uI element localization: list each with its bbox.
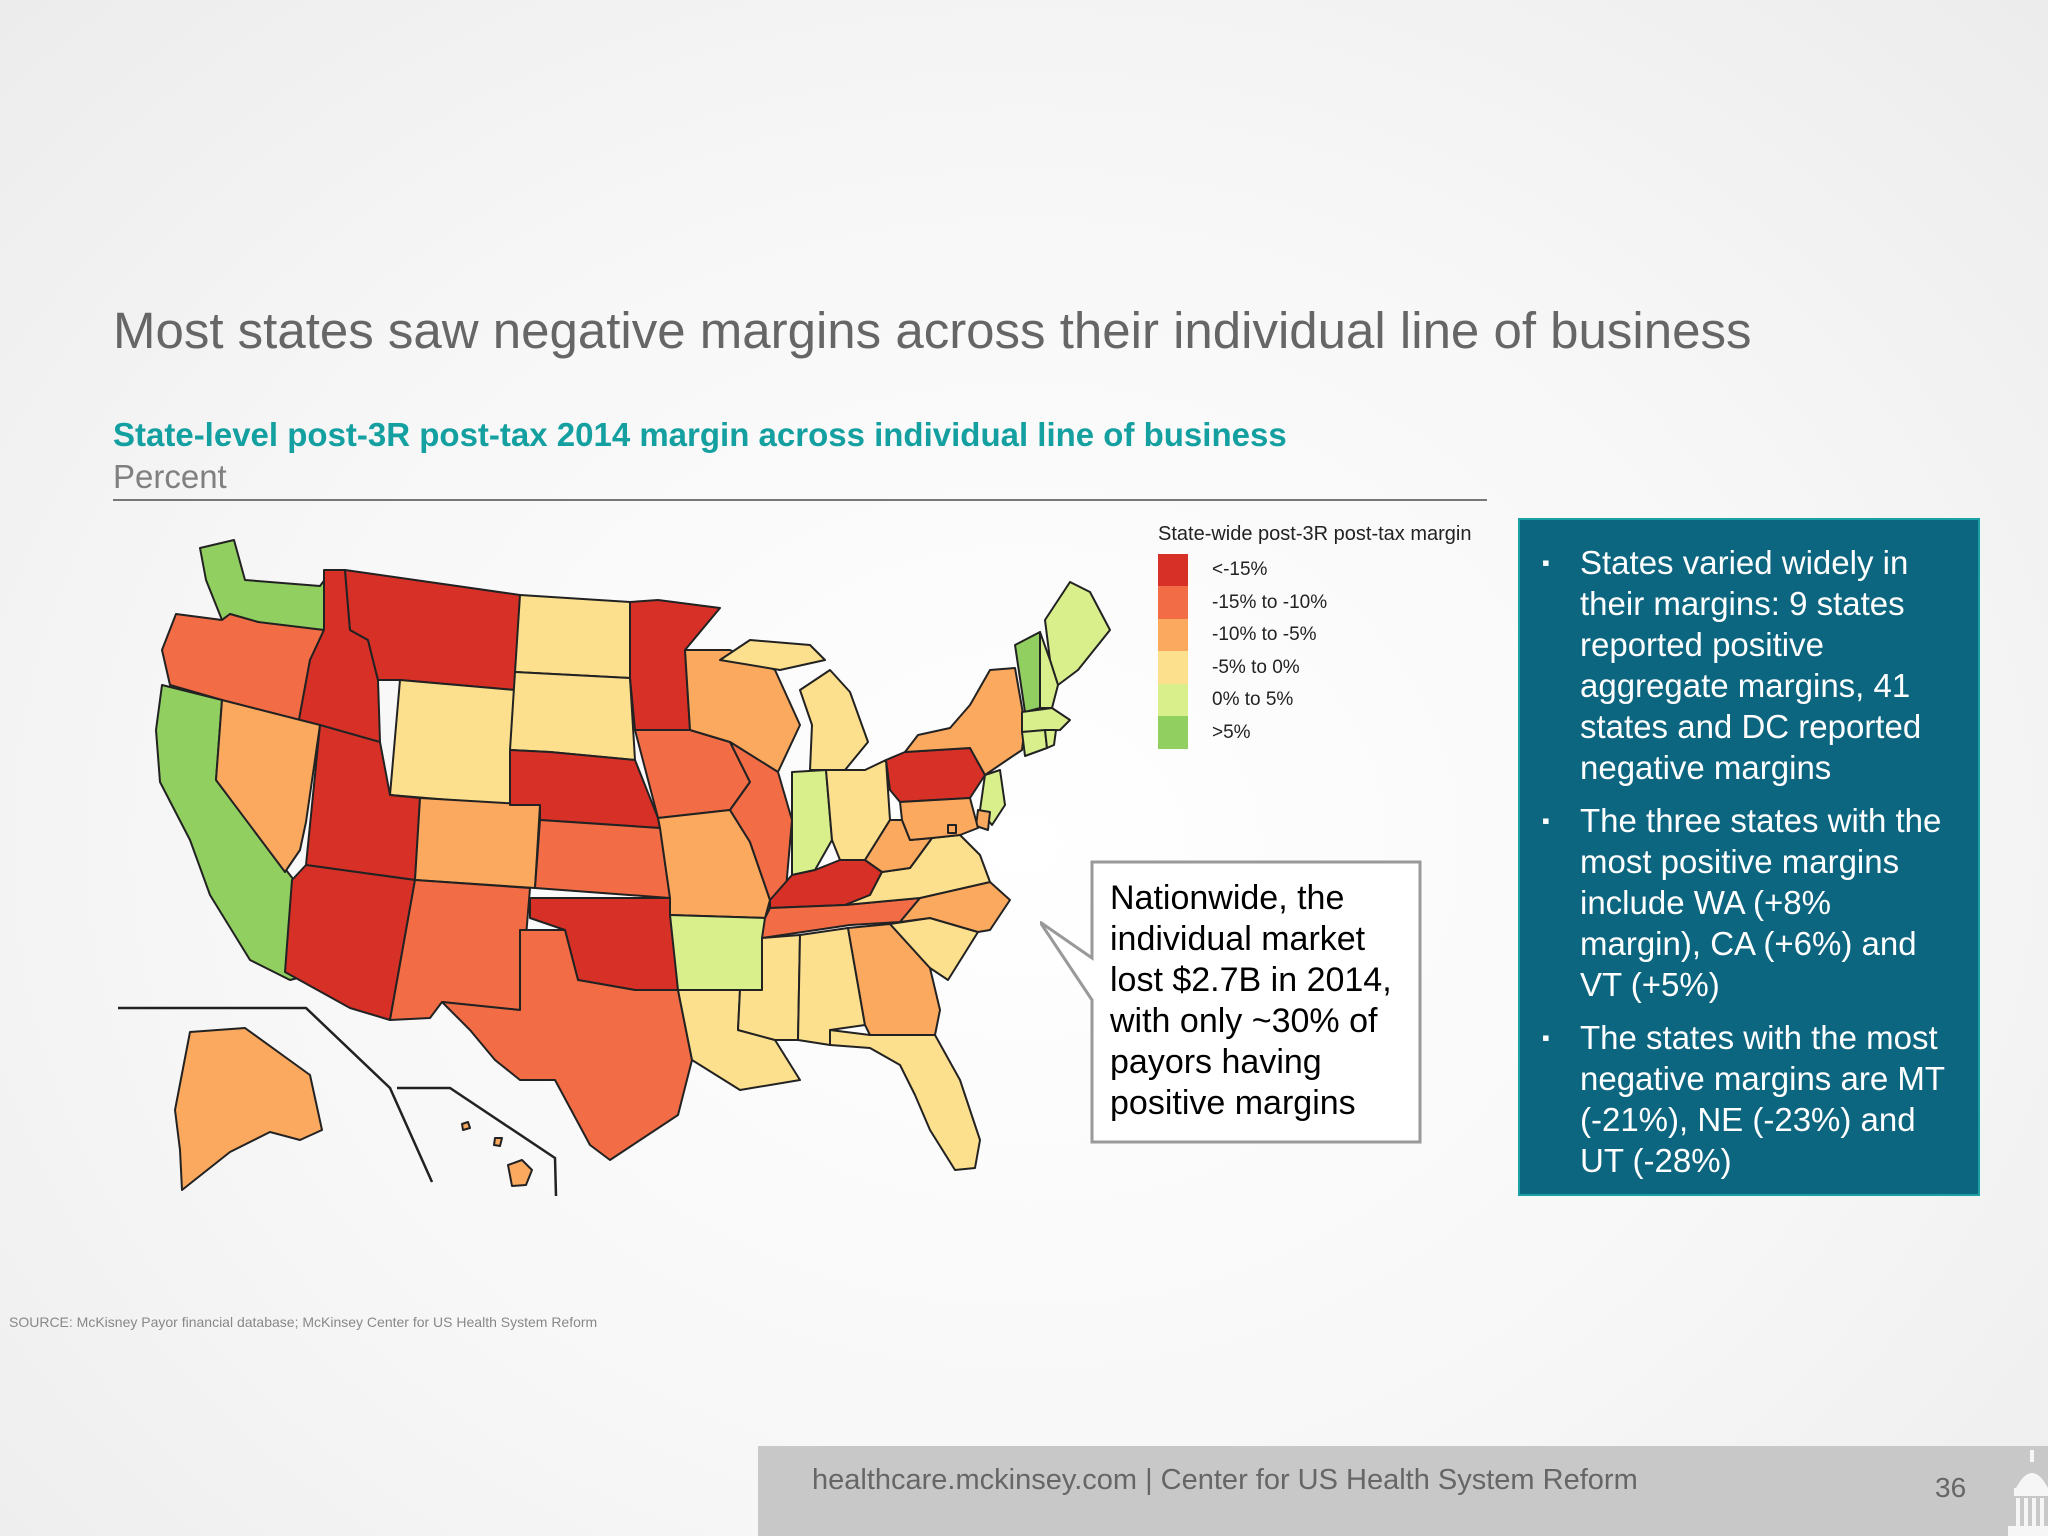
finding-line: UT (-28%) (1580, 1142, 1732, 1179)
state-DC (947, 824, 957, 834)
state-NM (389, 879, 531, 1021)
slide-title: Most states saw negative margins across … (113, 302, 1752, 359)
finding-line: The states with the most (1580, 1019, 1938, 1056)
state-VT (1014, 631, 1041, 713)
bullet-icon: ▪ (1542, 1025, 1550, 1050)
callout-line: Nationwide, the (1110, 879, 1345, 917)
finding-line: margin), CA (+6%) and (1580, 925, 1917, 962)
legend-swatch (1158, 618, 1188, 652)
finding-bullet: ▪ States varied widely in their margins:… (1540, 542, 1960, 788)
finding-line: negative margins are MT (1580, 1060, 1945, 1097)
state-MI (719, 639, 869, 771)
state-WY (389, 679, 516, 806)
state-NY (904, 667, 1026, 776)
source-note: SOURCE: McKisney Payor financial databas… (9, 1314, 598, 1330)
state-PA (885, 747, 986, 803)
finding-line: VT (+5%) (1580, 966, 1720, 1003)
legend-item: -10% to -5% (1158, 618, 1488, 652)
callout-line: payors having (1110, 1043, 1322, 1081)
state-WA (199, 539, 333, 631)
us-map (118, 539, 1111, 1197)
legend-swatch (1158, 683, 1188, 717)
capitol-icon (2008, 1450, 2048, 1536)
legend-label: -15% to -10% (1212, 591, 1328, 613)
callout-box (1040, 860, 1422, 1144)
state-AK (174, 1027, 323, 1191)
bullet-icon: ▪ (1542, 550, 1550, 575)
state-MA (1021, 707, 1071, 733)
bullet-icon: ▪ (1542, 808, 1550, 833)
legend-label: -5% to 0% (1212, 656, 1300, 678)
state-FL (829, 1029, 981, 1171)
unit-label: Percent (113, 458, 227, 495)
state-SD (509, 671, 636, 761)
key-findings-panel: ▪ States varied widely in their margins:… (1518, 518, 1980, 1196)
chart-subtitle: State-level post-3R post-tax 2014 margin… (113, 416, 1287, 453)
legend-item: >5% (1158, 716, 1488, 750)
callout-text: Nationwide, the individual market lost $… (1110, 878, 1410, 1124)
state-IN (791, 769, 833, 876)
finding-line: their margins: 9 states (1580, 585, 1905, 622)
finding-bullet: ▪ The three states with the most positiv… (1540, 800, 1960, 1005)
legend-label: >5% (1212, 721, 1251, 743)
callout-line: with only ~30% of (1110, 1002, 1378, 1040)
state-HI (461, 1121, 533, 1187)
state-KS (534, 819, 671, 899)
finding-line: reported positive (1580, 626, 1824, 663)
title-divider (113, 499, 1487, 501)
footer-bar (758, 1446, 2048, 1536)
state-TX (441, 929, 693, 1161)
legend-title: State-wide post-3R post-tax margin (1158, 523, 1472, 545)
callout-line: positive margins (1110, 1084, 1356, 1122)
finding-line: negative margins (1580, 749, 1832, 786)
legend-item: 0% to 5% (1158, 683, 1488, 717)
finding-line: States varied widely in (1580, 544, 1909, 581)
legend-item: -5% to 0% (1158, 651, 1488, 685)
finding-line: states and DC reported (1580, 708, 1922, 745)
legend-label: <-15% (1212, 559, 1268, 581)
footer-text: healthcare.mckinsey.com | Center for US … (812, 1464, 1638, 1496)
state-ND (514, 594, 631, 679)
legend-label: -10% to -5% (1212, 624, 1317, 646)
finding-line: include WA (+8% (1580, 884, 1831, 921)
callout-line: lost $2.7B in 2014, (1110, 961, 1392, 999)
legend-label: 0% to 5% (1212, 689, 1294, 711)
state-MD (899, 797, 979, 841)
finding-bullet: ▪ The states with the most negative marg… (1540, 1017, 1960, 1181)
callout-line: individual market (1110, 920, 1366, 958)
legend-item: -15% to -10% (1158, 586, 1488, 620)
state-AR (669, 914, 766, 991)
legend-item: <-15% (1158, 553, 1488, 587)
page-number: 36 (1935, 1472, 1967, 1503)
legend-swatch (1158, 651, 1188, 685)
state-CT (1021, 729, 1048, 757)
finding-line: The three states with the (1580, 802, 1942, 839)
legend-swatch (1158, 716, 1188, 750)
map-legend: State-wide post-3R post-tax margin <-15%… (1158, 523, 1488, 750)
state-CO (414, 797, 541, 889)
finding-line: most positive margins (1580, 843, 1900, 880)
inset-borders (118, 1006, 558, 1197)
state-ME (1044, 581, 1111, 686)
finding-line: (-21%), NE (-23%) and (1580, 1101, 1916, 1138)
state-RI (1044, 729, 1057, 749)
legend-swatch (1158, 553, 1188, 587)
legend-swatch (1158, 586, 1188, 620)
finding-line: aggregate margins, 41 (1580, 667, 1911, 704)
